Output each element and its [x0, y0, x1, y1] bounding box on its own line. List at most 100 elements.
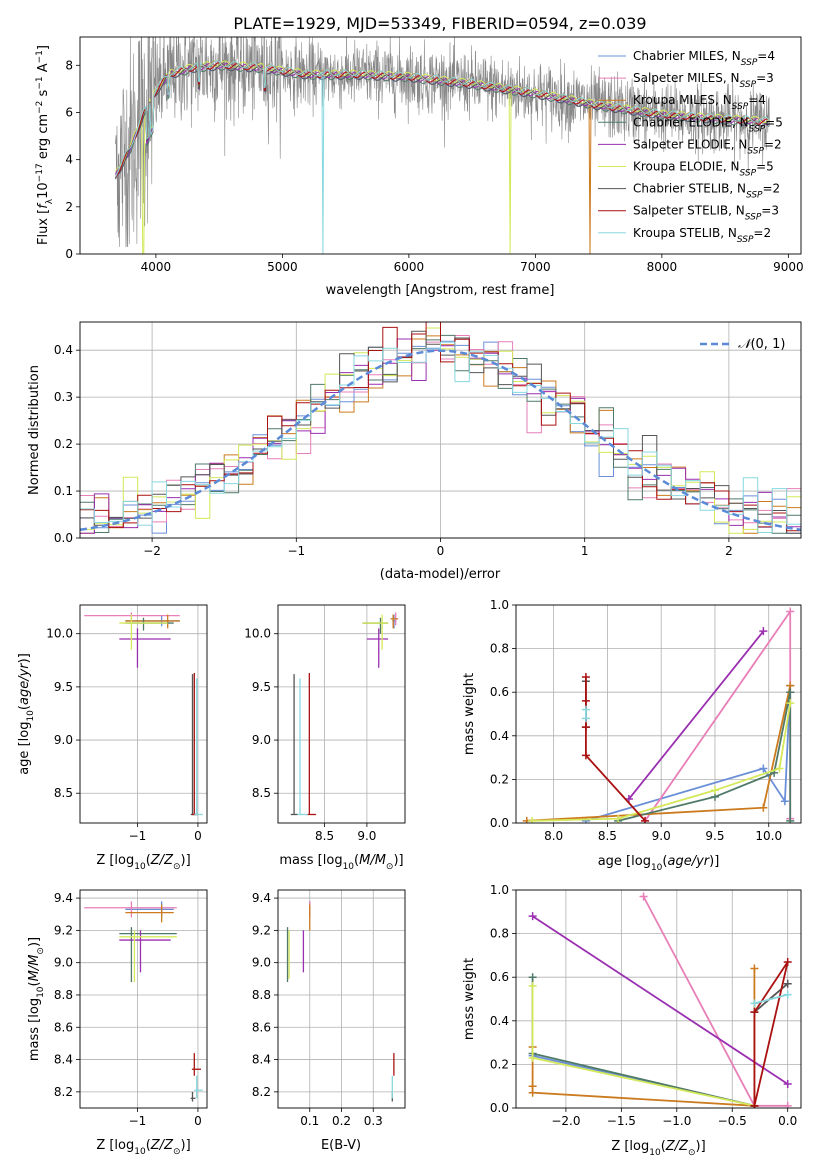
spectrum-y-label-part: Flux [ — [36, 209, 51, 245]
series-marker — [786, 607, 795, 616]
panel-age_vs_Z-x-label-part: Z/Z — [150, 853, 174, 868]
series-line — [754, 993, 788, 1005]
spectrum-y-label-part: ] — [36, 45, 51, 50]
x-tick-label: −0.5 — [718, 1114, 747, 1128]
series-marker — [780, 797, 789, 806]
y-tick-label: 4 — [65, 153, 73, 167]
legend-label-salpeter-miles: Salpeter MILES, NSSP=3 — [633, 71, 774, 90]
legend-label-kroupa-miles-part: N — [723, 93, 732, 107]
panel-mass_vs_EBV-x-label: E(B-V) — [321, 1138, 361, 1153]
y-tick-label: 8.8 — [252, 988, 271, 1002]
plot-area — [528, 892, 792, 1108]
y-tick-label: 9.0 — [54, 956, 73, 970]
axes-frame — [277, 604, 406, 824]
spectrum-y-label-part: s — [36, 89, 51, 100]
legend-label-chabrier-elodie: Chabrier ELODIE, NSSP=5 — [633, 115, 783, 134]
panel-age_vs_Z-y-label-part: age/yr — [17, 662, 32, 705]
panel-weight_vs_age-x-label-part: )] — [709, 854, 719, 869]
point-chabrier-stelib — [290, 674, 298, 816]
panel-age_vs_Z-x-label-part: )] — [181, 853, 191, 868]
series-marker — [639, 892, 648, 901]
legend-label-chabrier-elodie-part: SSP — [749, 124, 766, 134]
series-marker — [783, 957, 792, 966]
panel-mass_vs_Z-y-label-part: ( — [27, 981, 42, 986]
x-tick-label: 2 — [725, 544, 733, 558]
panel-age_vs_mass-x-label-part: )] — [393, 853, 403, 868]
panel-weight_vs_age-x-label-part: 10 — [651, 863, 663, 873]
y-tick-label: 10.0 — [244, 627, 271, 641]
panel-age_vs_Z-y-label-part: )] — [17, 653, 32, 663]
point-kroupa-elodie — [119, 930, 177, 983]
panel-mass_vs_Z-y-label-part: mass [log — [27, 998, 42, 1061]
y-tick-label: 0.4 — [490, 729, 509, 743]
panel-weight_vs_age-x-label: age [log10(age/yr)] — [598, 854, 720, 873]
legend-label-chabrier-elodie-part: =5 — [765, 115, 783, 129]
panel-mass_vs_Z-y-label-part: ⊙ — [36, 947, 46, 955]
series-marker — [759, 764, 768, 773]
series-marker — [750, 1008, 759, 1017]
model-spectrum-kroupa-stelib — [114, 60, 770, 254]
panel-age_vs_Z-x-label-part: Z [log — [96, 853, 134, 868]
x-tick-label: 0.1 — [300, 1114, 319, 1128]
series-marker — [614, 814, 623, 823]
y-tick-label: 8.4 — [252, 1053, 271, 1067]
legend-label-salpeter-stelib: Salpeter STELIB, NSSP=3 — [633, 204, 779, 223]
point-chabrier-stelib — [190, 1091, 196, 1102]
point-salpeter-elodie — [366, 628, 389, 668]
panel-mass_vs_Z-x-label-part: Z/Z — [150, 1138, 174, 1153]
point-kroupa-elodie — [119, 614, 168, 650]
panel-age_vs_Z-x-label: Z [log10(Z/Z⊙)] — [96, 853, 190, 872]
series-marker — [750, 999, 759, 1008]
x-tick-label: 9.0 — [357, 829, 376, 843]
model-spectrum-chabrier-elodie — [114, 64, 770, 180]
series-salpeter-elodie — [528, 912, 792, 1089]
x-tick-label: −1 — [129, 829, 147, 843]
axes-frame — [515, 889, 802, 1109]
series-marker — [528, 816, 537, 823]
panel-mass_vs_Z-x-label-part: Z [log — [96, 1138, 134, 1153]
y-tick-label: 0.8 — [490, 642, 509, 656]
y-tick-label: 8.8 — [54, 988, 73, 1002]
y-tick-label: 0.0 — [490, 816, 509, 830]
point-kroupa-stelib — [297, 678, 308, 816]
series-marker — [581, 723, 590, 732]
axes-frame — [79, 604, 208, 824]
x-tick-label: 1 — [581, 544, 589, 558]
y-tick-label: 1.0 — [490, 598, 509, 612]
x-tick-label: 0.3 — [364, 1114, 383, 1128]
series-kroupa-elodie — [528, 699, 795, 823]
series-marker — [528, 1088, 537, 1097]
axes-frame — [79, 36, 802, 255]
plot-area — [84, 612, 203, 816]
axes-frame — [79, 889, 208, 1109]
series-marker — [783, 1080, 792, 1089]
legend-label-kroupa-miles-part: SSP — [732, 102, 749, 112]
legend-label-kroupa-stelib-part: Kroupa STELIB, — [633, 226, 728, 240]
legend-label-kroupa-stelib: Kroupa STELIB, NSSP=2 — [633, 226, 771, 245]
axes-frame — [277, 889, 406, 1109]
panel-mass_vs_Z-x-label: Z [log10(Z/Z⊙)] — [96, 1138, 190, 1157]
panel-age_vs_mass-x-label-part: ⊙ — [386, 862, 394, 872]
legend-label-salpeter-stelib-part: N — [736, 204, 745, 218]
series-marker — [581, 751, 590, 760]
panel-weight_vs_Z-y-label: mass weight — [462, 958, 477, 1040]
x-tick-label: 8000 — [647, 260, 678, 274]
legend-label-chabrier-miles-part: SSP — [741, 58, 758, 68]
panel-weight_vs_Z-x-label-part: ⊙ — [688, 1148, 696, 1158]
series-marker — [528, 973, 537, 982]
y-tick-label: 9.0 — [252, 956, 271, 970]
series-marker — [581, 696, 590, 705]
series-marker — [581, 672, 590, 681]
legend-label-kroupa-elodie-part: Kroupa ELODIE, — [633, 160, 731, 174]
x-tick-label: −1.5 — [607, 1114, 636, 1128]
legend-label-salpeter-miles-part: Salpeter MILES, — [633, 71, 731, 85]
x-tick-label: 0 — [437, 544, 445, 558]
y-tick-label: 9.4 — [252, 891, 271, 905]
plot-area — [114, 37, 770, 254]
y-tick-label: 9.0 — [252, 733, 271, 747]
y-tick-label: 0.8 — [490, 927, 509, 941]
y-tick-label: 6 — [65, 105, 73, 119]
panel-age_vs_mass-x-label: mass [log10(M/M⊙)] — [279, 853, 403, 872]
